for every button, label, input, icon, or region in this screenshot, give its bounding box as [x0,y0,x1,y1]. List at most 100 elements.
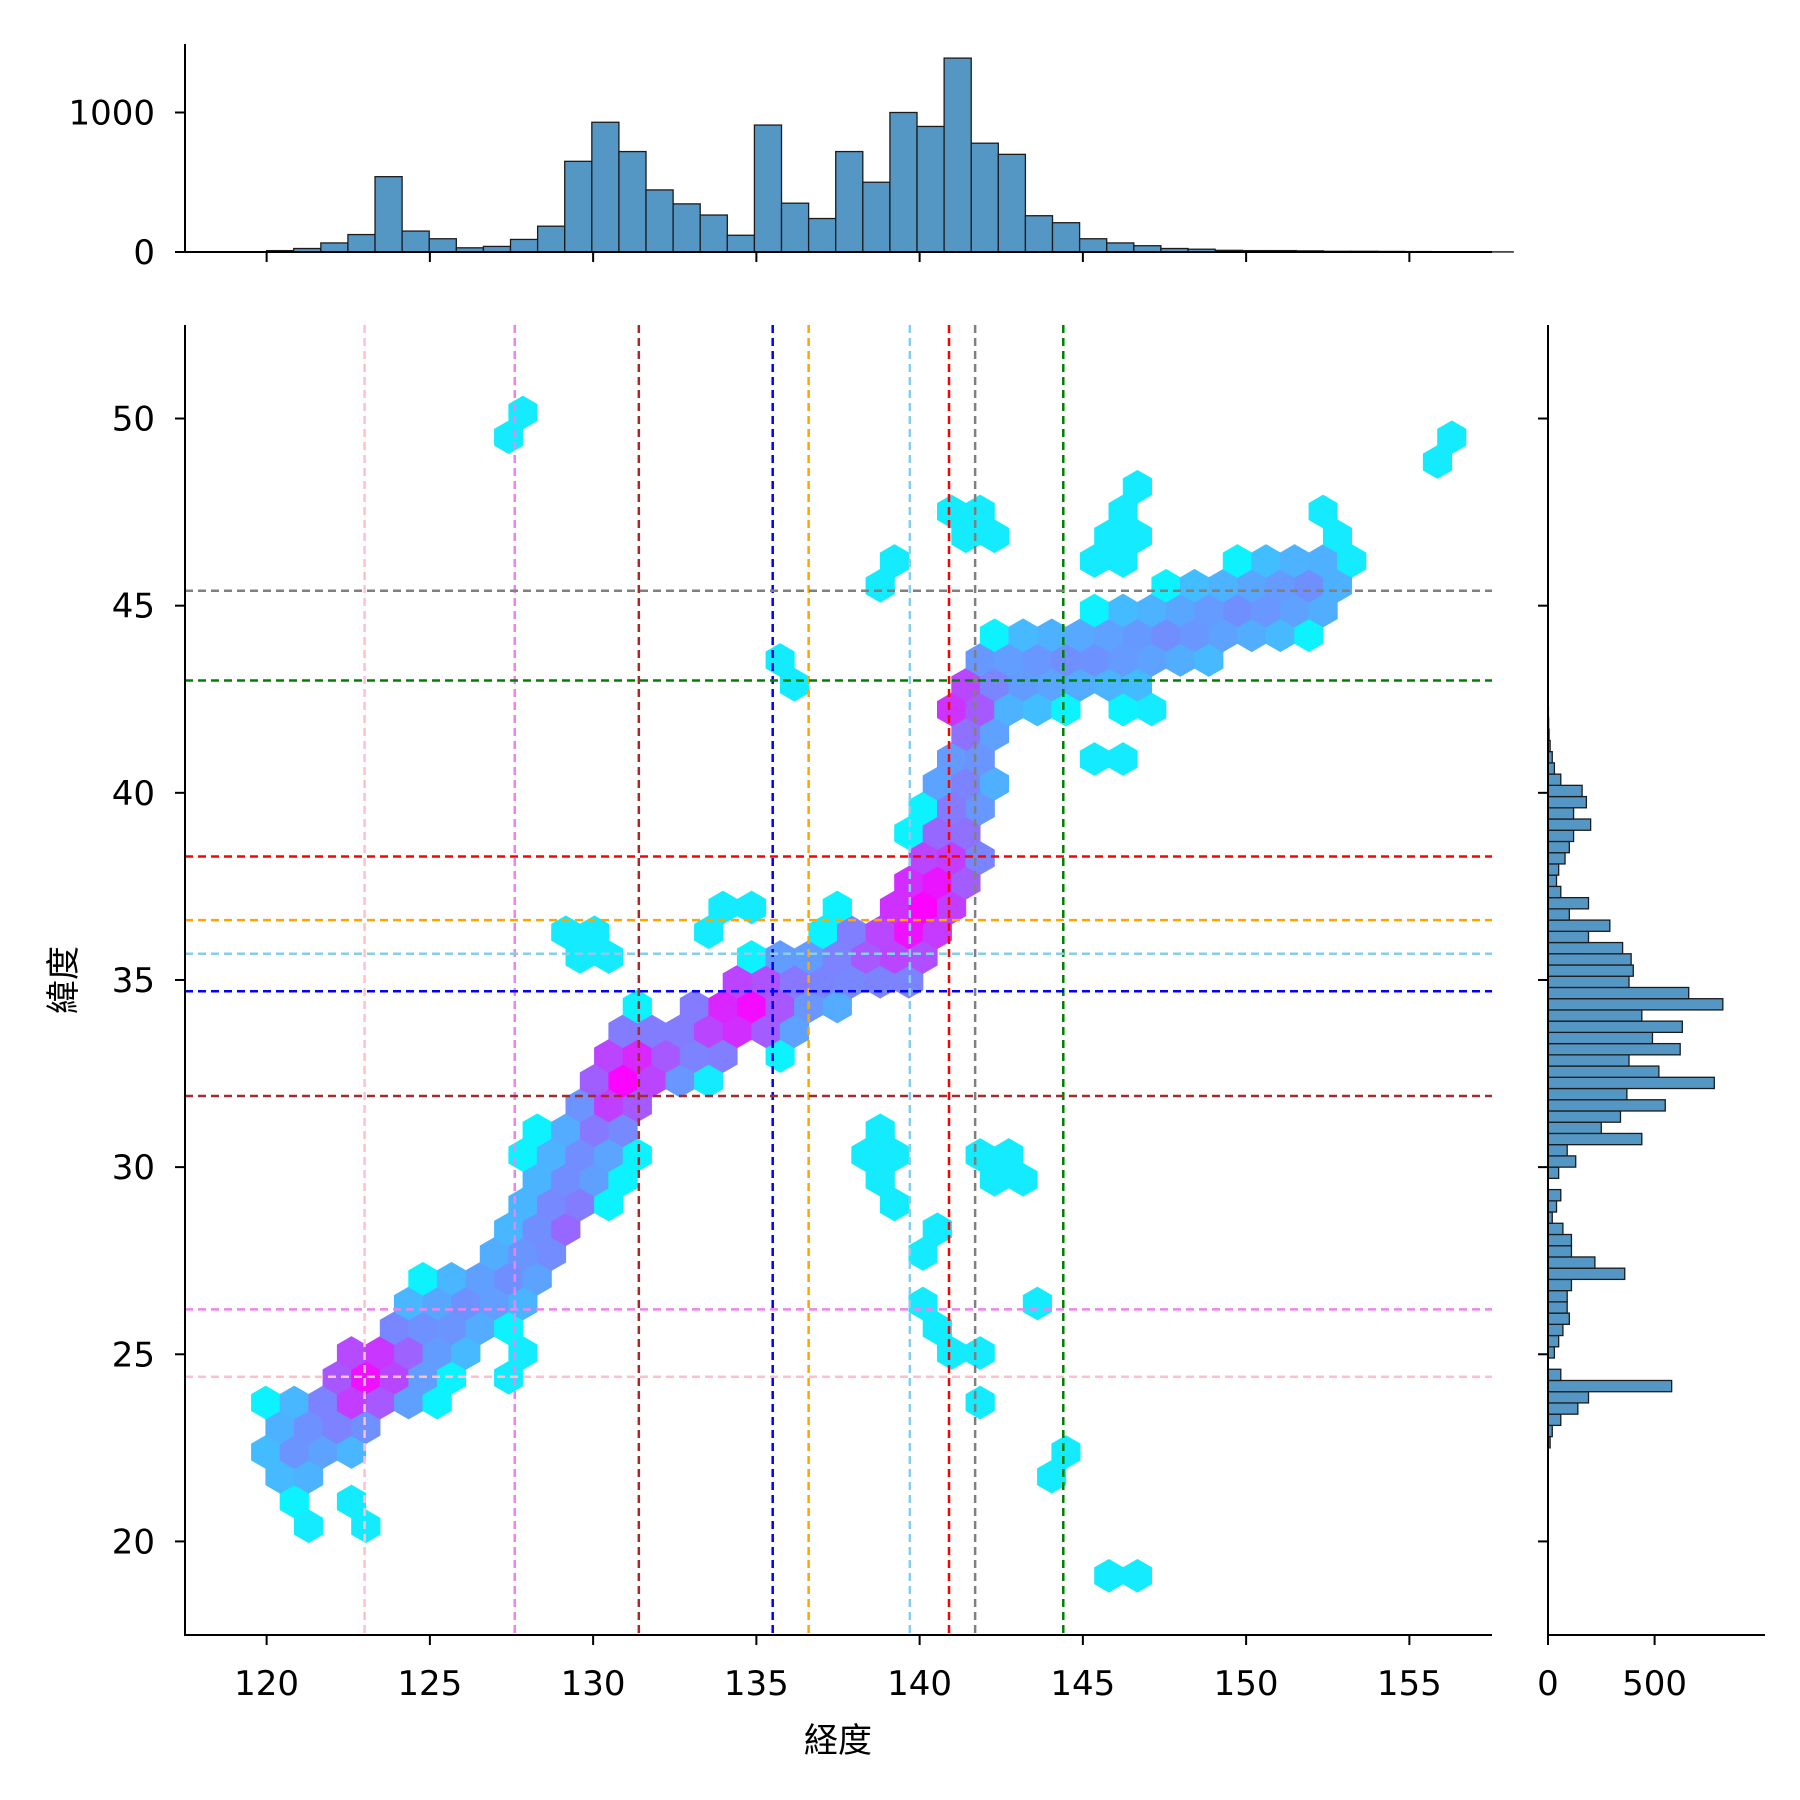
right-histogram-bar [1547,852,1566,865]
top-histogram-bar [726,234,756,253]
x-tick-label: 125 [397,1664,462,1704]
top-histogram-bar [401,230,430,253]
top-histogram-bar [753,124,783,253]
right-histogram-bar [1547,863,1560,876]
hexbin-cell [865,1113,895,1148]
hexbin-cell [1308,494,1338,529]
y-tick-label: 20 [112,1522,155,1562]
y-tick-label: 45 [112,587,155,627]
hexbin-cell [1022,1286,1052,1321]
right-histogram-bar [1547,998,1724,1011]
right-histogram-bar [1547,953,1632,966]
right-histogram-bar [1547,1099,1666,1112]
x-tick-label: 140 [887,1664,952,1704]
right-histogram-bar [1547,1222,1564,1236]
top-hist-y-tick-label: 0 [133,233,155,273]
hexbin-cell [1122,469,1152,504]
hexbin-cell [579,915,610,950]
x-tick-label: 130 [561,1664,626,1704]
hexbin-cell [965,1385,995,1420]
hexbin-cell [736,890,767,925]
right-histogram-bar [1547,874,1558,888]
right-histogram-bar [1547,919,1611,932]
right-histogram-bar [1547,1132,1643,1146]
y-tick-label: 50 [112,400,155,440]
right-histogram-bar [1547,1110,1622,1123]
right-histogram-bar [1547,1054,1630,1067]
top-histogram-bar [699,214,728,253]
hexbin-layer [251,395,1467,1593]
top-hist-y-tick-label: 1000 [68,94,155,134]
right-histogram-bar [1547,773,1562,786]
hexbin-cell [1437,420,1467,455]
right-histogram-bars [1547,694,1724,1449]
top-histogram-bar [509,238,539,253]
right-histogram-bar [1547,896,1590,910]
right-histogram-bar [1547,1301,1568,1314]
y-tick-label: 35 [112,961,155,1001]
top-histogram-bar [943,57,972,253]
right-histogram-bar [1547,1245,1573,1258]
top-histogram-bar [320,242,349,253]
axes-layer: 120 125 130 135 140 145 150 1552025303540455001… [68,44,1765,1704]
right-histogram-bar [1547,1144,1568,1157]
right-histogram-bar [1547,818,1592,831]
right-histogram-bar [1547,930,1590,944]
top-histogram-bar [916,125,945,253]
hexbin-cell [908,1286,938,1321]
top-histogram-bar [645,189,674,253]
right-histogram-bar [1547,1379,1673,1393]
top-histogram-bar [970,142,999,253]
x-axis-label: 経度 [804,1721,872,1761]
right-histogram-bar [1547,1278,1573,1292]
top-histogram-bar [835,150,864,253]
x-tick-label: 155 [1377,1664,1442,1704]
right-histogram-bar [1547,1368,1562,1382]
right-histogram-bar [1547,986,1690,1000]
right-histogram-bar [1547,1323,1564,1337]
y-tick-label: 40 [112,774,155,814]
top-histogram-bar [997,153,1027,253]
x-tick-label: 145 [1050,1664,1115,1704]
top-histogram-bar [889,111,918,253]
right-histogram-bar [1547,1042,1681,1056]
hexbin-cell [965,494,995,529]
right-histogram-bar [1547,840,1570,854]
right-hist-x-tick-label: 0 [1537,1664,1559,1704]
right-histogram-bar [1547,1121,1602,1135]
right-histogram-bar [1547,1402,1579,1415]
right-histogram-bar [1547,1267,1626,1281]
y-axis-label: 緯度 [44,946,84,1014]
right-histogram-bar [1547,1413,1562,1427]
right-histogram-bar [1547,1188,1562,1202]
top-histogram-bar [1051,222,1081,253]
right-histogram-bar [1547,1076,1715,1090]
hexbin-cell [1094,1558,1124,1593]
hexbin-cell [994,1138,1024,1172]
right-histogram-bar [1547,964,1634,977]
right-histogram-bar [1547,975,1630,989]
right-histogram-bar [1547,1200,1558,1213]
right-histogram-bar [1547,1155,1577,1168]
right-histogram-bar [1547,908,1570,921]
right-histogram-bar [1547,795,1588,809]
top-histogram-bar [780,202,810,253]
hexbin-cell [1108,742,1138,776]
top-histogram-bar [347,233,376,253]
right-hist-x-tick-label: 500 [1622,1664,1687,1704]
right-histogram-bar [1547,1391,1590,1404]
top-histogram-bar [1106,242,1135,253]
top-histogram-bar [1024,215,1054,253]
top-histogram-bar [536,225,566,253]
y-tick-label: 25 [112,1335,155,1375]
right-histogram-bar [1547,1020,1683,1034]
top-histogram-bar [1078,238,1108,253]
hexbin-cell [1079,742,1110,776]
right-histogram-bar [1547,1256,1596,1269]
right-histogram-bar [1547,1031,1654,1045]
hexbin-cell [1051,1435,1081,1469]
top-histogram-bar [564,160,593,253]
right-histogram-bar [1547,1087,1628,1101]
right-histogram-bar [1547,1065,1660,1078]
